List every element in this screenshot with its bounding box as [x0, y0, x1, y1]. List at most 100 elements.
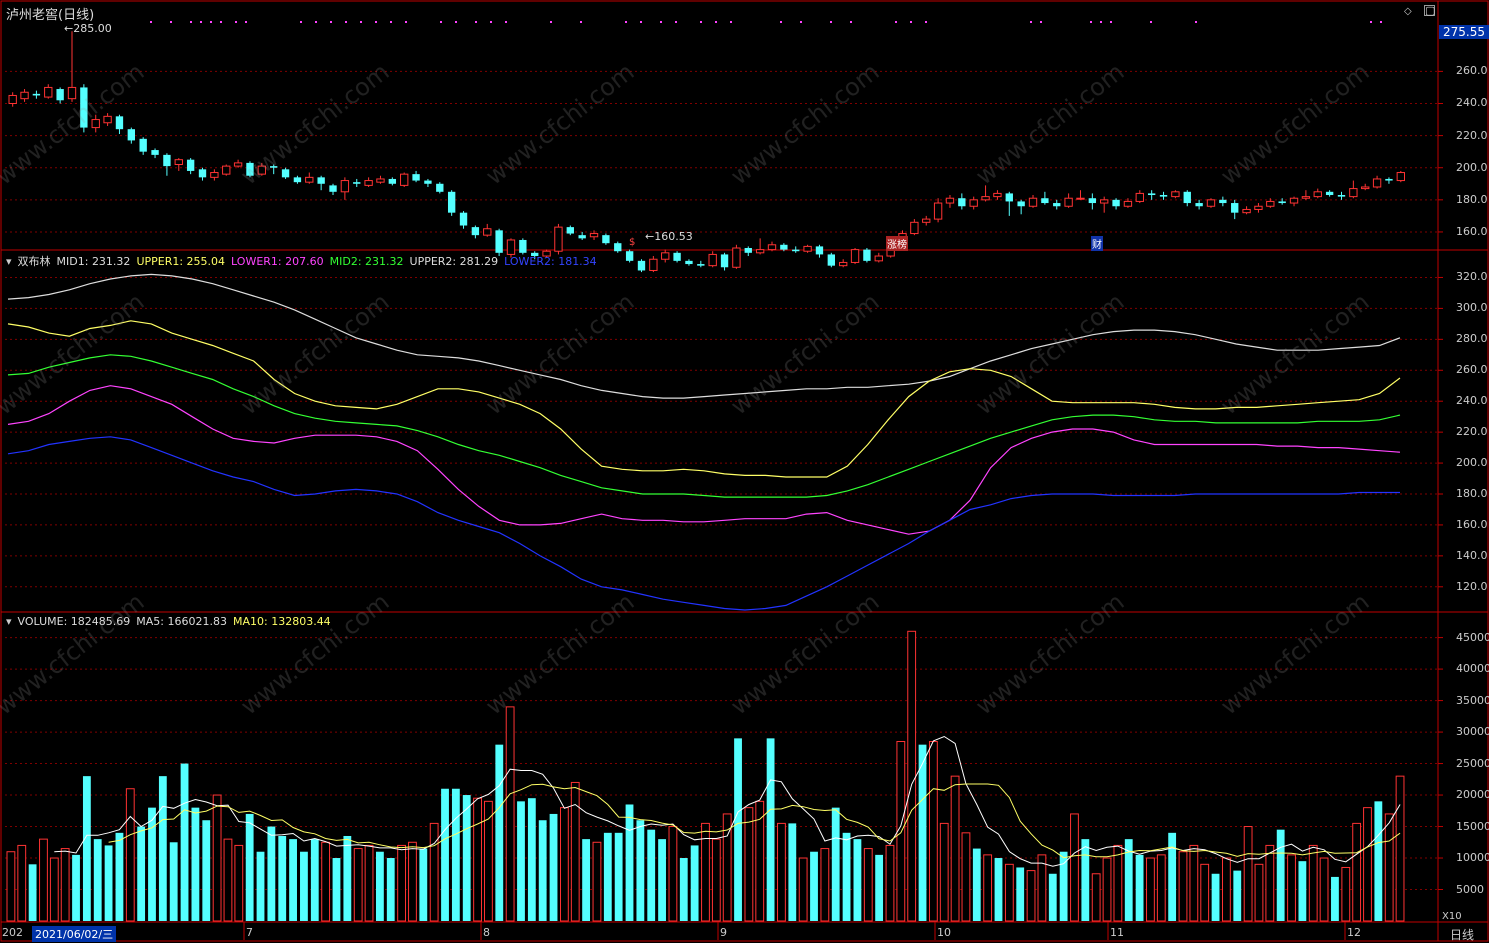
candle-body: [233, 162, 243, 167]
volume-bar: [961, 832, 971, 922]
mid1-value: MID1: 231.32: [56, 255, 131, 268]
volume-bar: [397, 844, 407, 922]
volume-bar: [1298, 861, 1307, 921]
candle-body: [270, 166, 278, 168]
volume-bar: [148, 807, 156, 921]
signal-dot: [1100, 21, 1102, 23]
candle-body: [981, 196, 990, 201]
signal-dot: [245, 21, 247, 23]
signal-dot: [780, 21, 782, 23]
candle-body: [91, 119, 100, 129]
volume-bar: [527, 798, 536, 921]
price-axis-tick: 220.0: [1456, 128, 1488, 142]
volume-bar: [321, 841, 331, 922]
signal-dot: [1110, 21, 1112, 23]
volume-bar: [505, 706, 515, 922]
volume-bar: [625, 804, 634, 921]
collapse-icon[interactable]: ▾: [6, 255, 12, 268]
volume-axis-tick: 30000: [1456, 725, 1489, 739]
volume-bar: [1037, 854, 1047, 922]
candle-body: [792, 249, 800, 252]
window-title: 泸州老窖(日线): [6, 8, 95, 23]
signal-dot: [375, 21, 377, 23]
ma10-value: MA10: 132803.44: [232, 615, 331, 628]
collapse-icon[interactable]: ▾: [6, 615, 12, 628]
volume-bar: [343, 835, 352, 921]
volume-axis-tick: 25000: [1456, 756, 1489, 770]
candle-body: [910, 221, 919, 235]
volume-bar: [647, 829, 656, 921]
boll-axis-tick: 240.0: [1456, 394, 1488, 408]
volume-bar: [364, 844, 374, 922]
candle-body: [400, 173, 409, 186]
volume-bar: [658, 839, 666, 921]
period-label[interactable]: 日线: [1450, 928, 1475, 942]
volume-bar: [1059, 851, 1068, 921]
candle-body: [1372, 178, 1382, 188]
candle-body: [257, 165, 267, 175]
diamond-icon[interactable]: ◇: [1404, 6, 1412, 17]
volume-bar: [701, 822, 710, 922]
volume-bar: [636, 820, 645, 921]
candle-body: [1313, 191, 1322, 198]
volume-bar: [310, 839, 319, 921]
candle-body: [127, 129, 135, 141]
candle-body: [673, 252, 681, 261]
dollar-marker[interactable]: $: [629, 237, 636, 248]
candle-body: [388, 178, 397, 184]
volume-bar: [928, 741, 938, 922]
signal-dot: [235, 21, 237, 23]
upper1-value: UPPER1: 255.04: [136, 255, 226, 268]
mid2-value: MID2: 231.32: [329, 255, 404, 268]
candle-body: [1396, 172, 1405, 182]
candle-body: [922, 218, 931, 223]
candle-body: [969, 199, 978, 207]
maximize-icon[interactable]: ▢: [1424, 4, 1436, 17]
limit-up-marker[interactable]: 涨榜: [886, 236, 908, 251]
volume-bar: [1276, 829, 1285, 921]
price-axis-tick: 260.0: [1456, 64, 1488, 78]
candle-body: [1112, 199, 1120, 207]
candle-body: [246, 162, 254, 176]
candle-body: [139, 138, 147, 152]
volume-bar: [82, 776, 91, 921]
volume-bar: [1091, 873, 1101, 922]
candle-body: [424, 180, 432, 184]
candle-body: [649, 258, 658, 271]
candle-body: [1206, 199, 1216, 207]
volume-bar: [592, 841, 602, 922]
signal-dot: [360, 21, 362, 23]
volume-bar: [853, 839, 862, 921]
zoom-label[interactable]: X10: [1442, 911, 1462, 922]
signal-dot: [800, 21, 802, 23]
boll-axis-tick: 180.0: [1456, 487, 1488, 500]
finance-marker[interactable]: 财: [1091, 236, 1103, 251]
lower1-value: LOWER1: 207.60: [231, 255, 324, 268]
signal-dot: [730, 21, 732, 23]
month-tick: 11: [1110, 926, 1124, 939]
indicator-name[interactable]: 双布林: [17, 255, 51, 268]
candle-body: [815, 246, 824, 255]
boll-axis-tick: 220.0: [1456, 425, 1488, 439]
candle-body: [850, 249, 860, 263]
volume-bar: [1395, 775, 1405, 922]
candle-body: [744, 248, 752, 253]
volume-bar: [256, 851, 265, 921]
candle-body: [732, 247, 741, 268]
candle-body: [720, 254, 729, 268]
candle-body: [44, 86, 53, 98]
candle-body: [519, 239, 527, 253]
volume-bar: [939, 822, 949, 922]
signal-dot: [190, 21, 192, 23]
candle-body: [863, 249, 871, 261]
candle-body: [293, 177, 302, 183]
candle-body: [1301, 196, 1311, 199]
candle-body: [222, 165, 231, 175]
candle-body: [1349, 188, 1358, 198]
candle-body: [1028, 197, 1038, 207]
volume-bar: [1287, 854, 1296, 922]
volume-axis-tick: 35000: [1456, 693, 1489, 707]
candle-body: [364, 180, 373, 186]
